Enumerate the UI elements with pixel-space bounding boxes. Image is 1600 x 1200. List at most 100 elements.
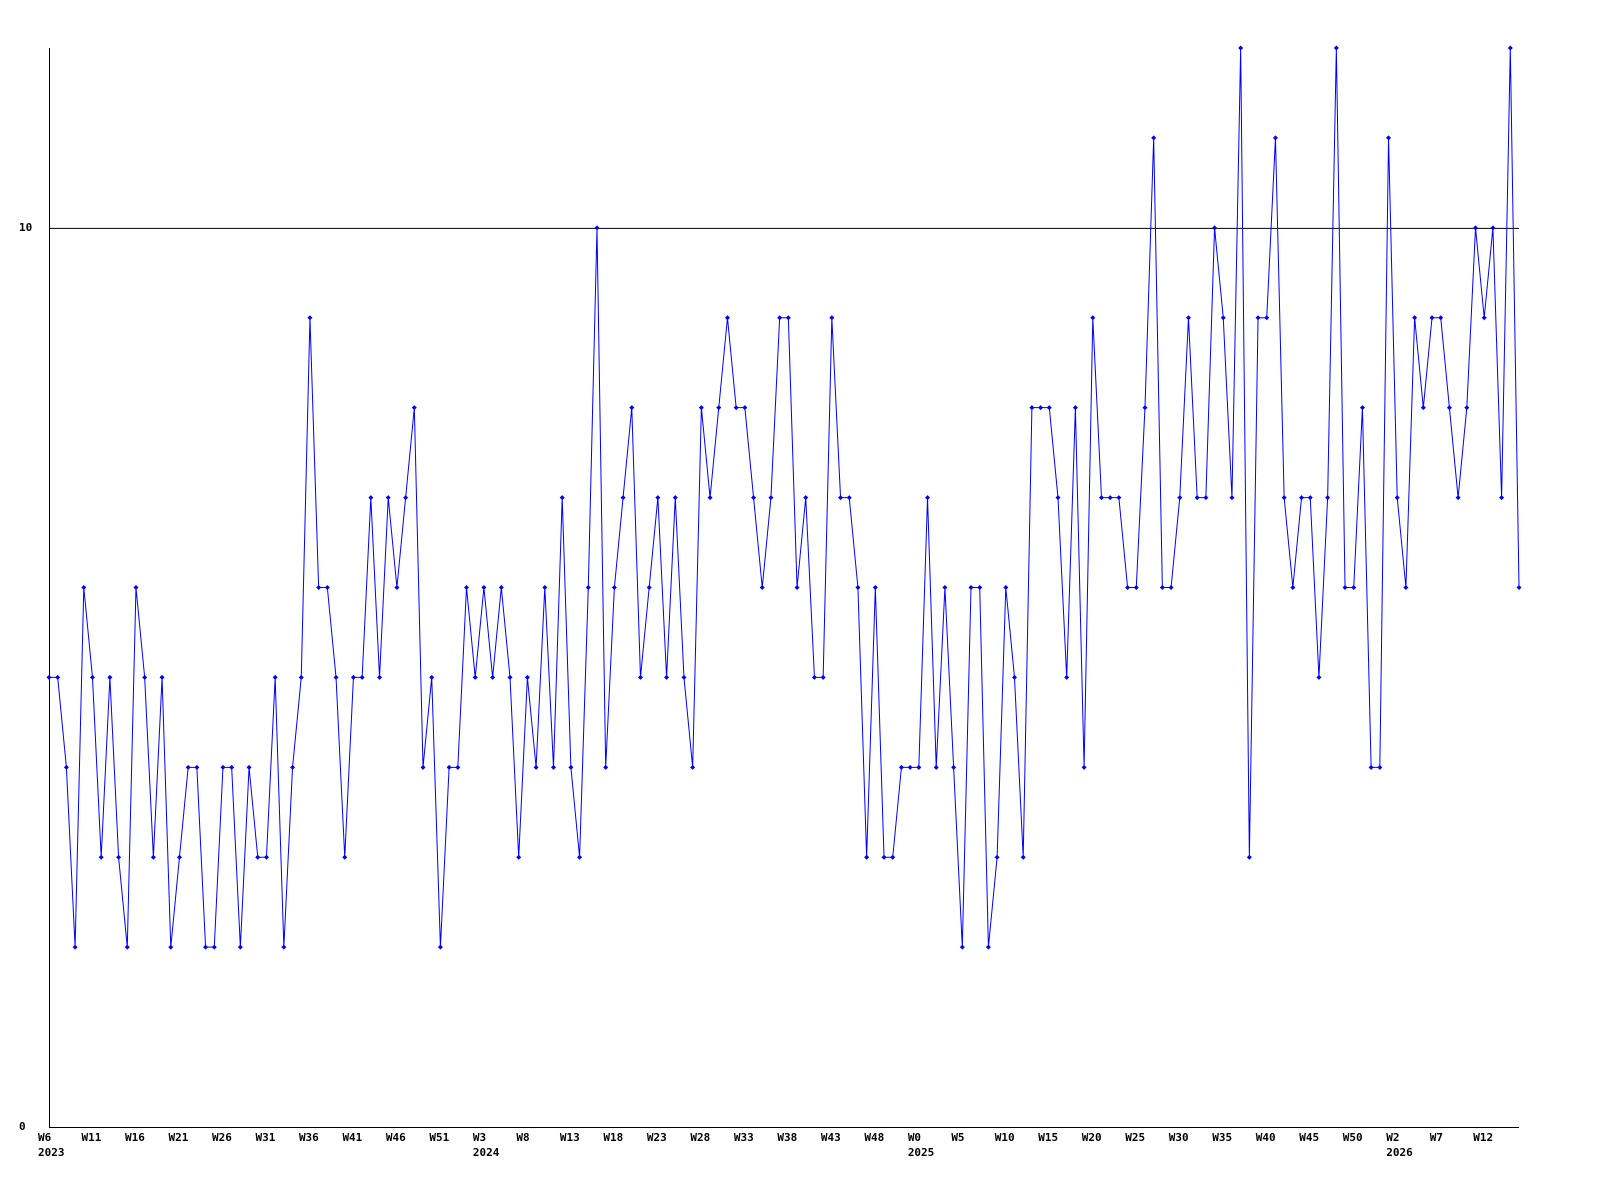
data-point	[1481, 315, 1487, 321]
data-point	[124, 944, 130, 950]
data-point	[690, 764, 696, 770]
data-point	[272, 674, 278, 680]
data-point	[507, 674, 513, 680]
data-point	[55, 674, 61, 680]
data-point	[1473, 225, 1479, 231]
data-point	[951, 764, 957, 770]
data-point	[1455, 495, 1461, 501]
data-point	[1107, 495, 1113, 501]
data-point	[72, 944, 78, 950]
x-tick-label: W11	[81, 1131, 101, 1144]
data-point	[838, 495, 844, 501]
data-point	[1090, 315, 1096, 321]
data-point	[1185, 315, 1191, 321]
data-point	[229, 764, 235, 770]
data-point	[203, 944, 209, 950]
data-point	[481, 585, 487, 590]
data-point	[211, 944, 217, 950]
data-point	[533, 764, 539, 770]
data-point	[959, 944, 965, 950]
data-point	[98, 854, 104, 860]
data-point	[1429, 315, 1435, 321]
data-point	[751, 495, 757, 501]
data-point	[872, 585, 878, 590]
data-point	[1412, 315, 1418, 321]
data-point	[733, 405, 739, 411]
data-point	[1351, 585, 1357, 590]
data-point	[437, 944, 443, 950]
data-point	[803, 495, 809, 501]
data-point	[1499, 495, 1505, 501]
data-point	[846, 495, 852, 501]
data-point	[411, 405, 417, 411]
data-point	[985, 944, 991, 950]
x-tick-label: W38	[777, 1131, 797, 1144]
data-point	[350, 674, 356, 680]
data-point	[1377, 764, 1383, 770]
data-point	[1003, 585, 1009, 590]
data-point	[324, 585, 330, 590]
data-point	[742, 405, 748, 411]
data-point	[1403, 585, 1409, 590]
x-tick-label: W13	[560, 1131, 580, 1144]
data-point	[864, 854, 870, 860]
x-tick-label: W28	[690, 1131, 710, 1144]
y-tick-label: 10	[19, 221, 32, 234]
data-point	[63, 764, 69, 770]
data-point	[1055, 495, 1061, 501]
data-point	[594, 225, 600, 231]
data-point	[1151, 135, 1157, 141]
data-point	[820, 674, 826, 680]
data-point	[603, 764, 609, 770]
x-tick-label: W43	[821, 1131, 841, 1144]
y-tick-label: 0	[19, 1120, 26, 1133]
x-tick-label: W36	[299, 1131, 319, 1144]
data-point	[1490, 225, 1496, 231]
data-point	[1194, 495, 1200, 501]
data-point	[1359, 405, 1365, 411]
x-tick-label: W50	[1343, 1131, 1363, 1144]
x-tick-label: W31	[255, 1131, 275, 1144]
x-tick-label: W5	[951, 1131, 964, 1144]
data-point	[290, 764, 296, 770]
x-tick-label: W18	[603, 1131, 623, 1144]
data-point	[1516, 585, 1522, 590]
data-point	[777, 315, 783, 321]
data-point	[1098, 495, 1104, 501]
x-tick-label: W41	[342, 1131, 362, 1144]
data-point	[672, 495, 678, 501]
data-point	[176, 854, 182, 860]
data-point	[1272, 135, 1278, 141]
data-point	[490, 674, 496, 680]
data-point	[646, 585, 652, 590]
data-point	[133, 585, 139, 590]
data-point	[194, 764, 200, 770]
data-point	[1212, 225, 1218, 231]
data-point	[333, 674, 339, 680]
data-point	[881, 854, 887, 860]
data-point	[890, 854, 896, 860]
data-point	[898, 764, 904, 770]
data-point	[933, 764, 939, 770]
data-point	[359, 674, 365, 680]
data-point	[585, 585, 591, 590]
data-point	[925, 495, 931, 501]
x-tick-label: W3	[473, 1131, 486, 1144]
data-point	[1168, 585, 1174, 590]
data-point	[794, 585, 800, 590]
data-point	[263, 854, 269, 860]
x-tick-label: W10	[995, 1131, 1015, 1144]
data-point	[542, 585, 548, 590]
x-tick-label: W21	[168, 1131, 188, 1144]
data-point	[429, 674, 435, 680]
data-point	[377, 674, 383, 680]
data-point	[446, 764, 452, 770]
x-tick-label: W16	[125, 1131, 145, 1144]
x-tick-label: W35	[1212, 1131, 1232, 1144]
x-tick-label: W46	[386, 1131, 406, 1144]
data-point	[620, 495, 626, 501]
data-point	[1072, 405, 1078, 411]
data-point	[916, 764, 922, 770]
data-point	[316, 585, 322, 590]
